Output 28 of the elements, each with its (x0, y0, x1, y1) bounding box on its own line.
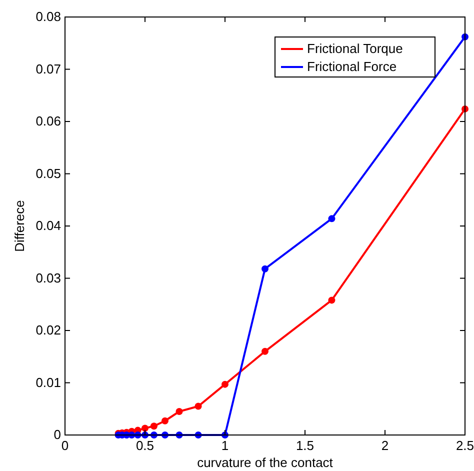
point (150, 422, 158, 430)
point (262, 265, 268, 272)
y-tick-label: 0.06 (36, 114, 61, 128)
y-tick-label: 0.01 (36, 374, 61, 390)
y-tick-label: 0.02 (36, 322, 61, 338)
y-tick-label: 0.05 (36, 166, 61, 181)
point (194, 402, 202, 410)
x-tick-label: 0.5 (136, 438, 154, 453)
point (328, 215, 336, 222)
y-tick-label: 0.07 (36, 61, 61, 76)
point (262, 348, 268, 355)
y-tick-label: 0.04 (36, 218, 61, 233)
x-tick-label: 1.5 (296, 438, 314, 453)
y-tick-label: 0.08 (36, 9, 61, 24)
point (142, 424, 148, 432)
point (162, 417, 168, 424)
x-tick-label: 2 (381, 438, 389, 453)
y-tick-label: 0 (54, 427, 61, 442)
x-tick-label: 2.5 (456, 438, 474, 453)
x-tick-label: 1 (221, 438, 229, 453)
legend-label: Frictional Torque (307, 41, 403, 56)
point (176, 408, 183, 415)
point (328, 296, 336, 304)
y-axis-title: Differece (12, 200, 27, 252)
point (222, 380, 228, 388)
y-tick-label: 0.03 (36, 270, 61, 286)
legend-label: Frictional Force (307, 59, 397, 74)
x-axis-title: curvature of the contact (197, 455, 334, 470)
